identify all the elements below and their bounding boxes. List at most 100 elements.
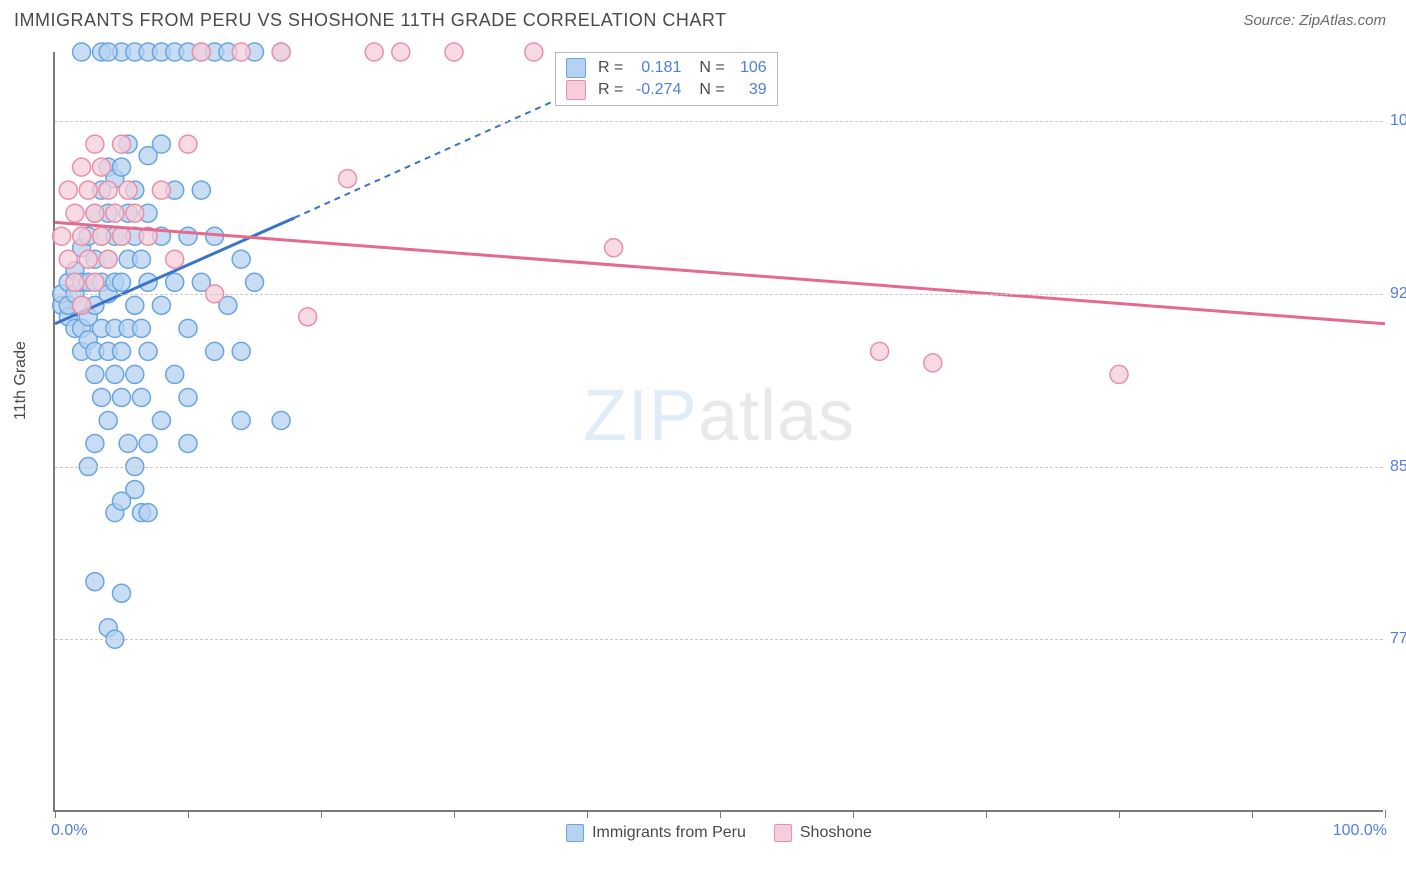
data-point <box>179 227 197 245</box>
data-point <box>206 342 224 360</box>
data-point <box>192 181 210 199</box>
data-point <box>924 354 942 372</box>
gridline <box>55 639 1383 640</box>
data-point <box>192 43 210 61</box>
data-point <box>166 365 184 383</box>
r-value: -0.274 <box>631 81 681 99</box>
y-tick-label: 85.0% <box>1390 458 1406 476</box>
trend-line-extrapolated <box>294 98 560 218</box>
data-point <box>126 204 144 222</box>
data-point <box>86 573 104 591</box>
data-point <box>139 504 157 522</box>
data-point <box>86 435 104 453</box>
correlation-legend: R = 0.181 N = 106 R = -0.274 N = 39 <box>555 52 778 106</box>
data-point <box>871 342 889 360</box>
data-point <box>66 273 84 291</box>
header: IMMIGRANTS FROM PERU VS SHOSHONE 11TH GR… <box>0 0 1406 37</box>
data-point <box>99 250 117 268</box>
x-tick <box>853 810 854 818</box>
data-point <box>152 296 170 314</box>
data-point <box>126 365 144 383</box>
data-point <box>113 584 131 602</box>
legend-swatch <box>566 80 586 100</box>
chart-title: IMMIGRANTS FROM PERU VS SHOSHONE 11TH GR… <box>14 10 727 31</box>
x-tick <box>1252 810 1253 818</box>
data-point <box>299 308 317 326</box>
x-tick <box>321 810 322 818</box>
data-point <box>232 250 250 268</box>
data-point <box>246 273 264 291</box>
data-point <box>99 181 117 199</box>
data-point <box>59 181 77 199</box>
data-point <box>86 135 104 153</box>
chart-plot-area: ZIPatlas R =0.181N =106R =-0.274N =39 0.… <box>53 52 1383 812</box>
legend-label: Shoshone <box>800 824 872 842</box>
legend-row: R = -0.274 N = 39 <box>566 79 767 101</box>
data-point <box>113 342 131 360</box>
data-point <box>113 492 131 510</box>
r-value: 0.181 <box>631 59 681 77</box>
x-tick <box>1119 810 1120 818</box>
data-point <box>166 273 184 291</box>
data-point <box>113 273 131 291</box>
n-value: 106 <box>733 59 767 77</box>
data-point <box>179 319 197 337</box>
data-point <box>132 388 150 406</box>
data-point <box>119 435 137 453</box>
data-point <box>232 43 250 61</box>
gridline <box>55 467 1383 468</box>
data-point <box>392 43 410 61</box>
r-label: R = <box>598 81 623 99</box>
x-tick <box>55 810 56 818</box>
y-tick-label: 92.5% <box>1390 285 1406 303</box>
data-point <box>525 43 543 61</box>
data-point <box>365 43 383 61</box>
data-point <box>152 411 170 429</box>
data-point <box>73 227 91 245</box>
x-tick <box>587 810 588 818</box>
data-point <box>86 204 104 222</box>
x-tick <box>1385 810 1386 818</box>
data-point <box>79 250 97 268</box>
r-label: R = <box>598 59 623 77</box>
data-point <box>152 181 170 199</box>
data-point <box>93 388 111 406</box>
gridline <box>55 294 1383 295</box>
x-axis-min-label: 0.0% <box>51 822 87 840</box>
data-point <box>99 411 117 429</box>
data-point <box>113 158 131 176</box>
legend-item: Immigrants from Peru <box>566 824 746 842</box>
series-legend: Immigrants from Peru Shoshone <box>566 824 872 842</box>
data-point <box>66 204 84 222</box>
data-point <box>106 365 124 383</box>
data-point <box>73 296 91 314</box>
data-point <box>79 181 97 199</box>
data-point <box>119 181 137 199</box>
data-point <box>73 43 91 61</box>
data-point <box>132 319 150 337</box>
source-label: Source: ZipAtlas.com <box>1243 12 1386 29</box>
legend-swatch <box>566 824 584 842</box>
y-tick-label: 77.5% <box>1390 630 1406 648</box>
x-tick <box>188 810 189 818</box>
data-point <box>179 435 197 453</box>
data-point <box>86 365 104 383</box>
legend-item: Shoshone <box>774 824 872 842</box>
data-point <box>1110 365 1128 383</box>
data-point <box>339 170 357 188</box>
data-point <box>272 411 290 429</box>
data-point <box>59 250 77 268</box>
data-point <box>232 411 250 429</box>
data-point <box>126 296 144 314</box>
data-point <box>132 250 150 268</box>
data-point <box>139 342 157 360</box>
legend-swatch <box>566 58 586 78</box>
data-point <box>99 43 117 61</box>
data-point <box>113 227 131 245</box>
data-point <box>232 342 250 360</box>
x-tick <box>454 810 455 818</box>
n-value: 39 <box>733 81 767 99</box>
data-point <box>73 158 91 176</box>
n-label: N = <box>699 81 724 99</box>
data-point <box>113 135 131 153</box>
